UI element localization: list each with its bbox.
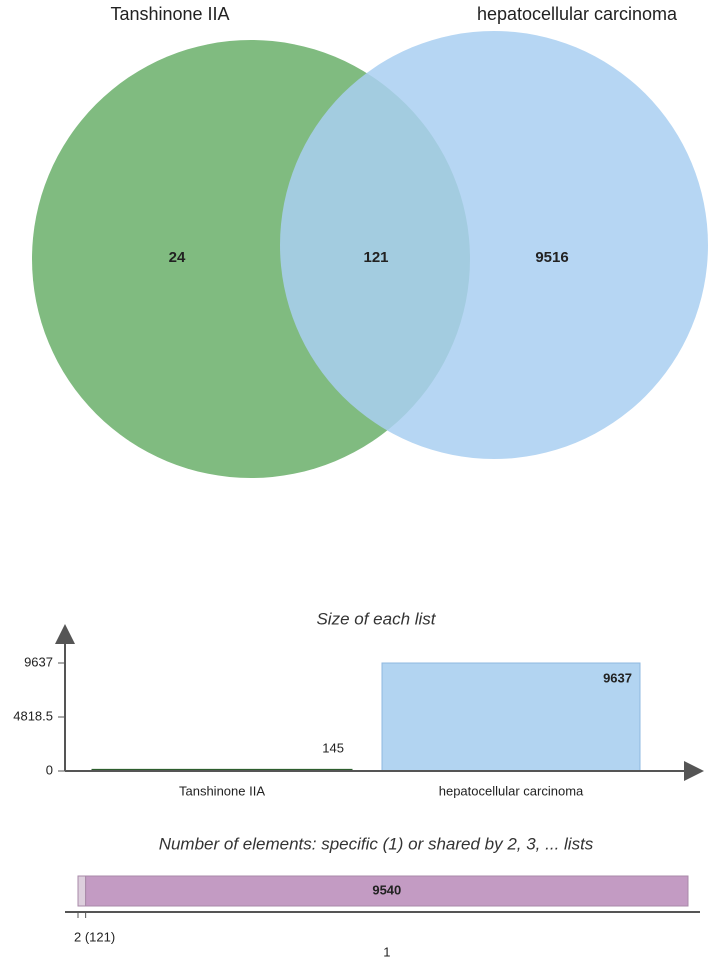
bar	[381, 662, 641, 772]
set-label: hepatocellular carcinoma	[477, 4, 678, 24]
x-tick-label: 1	[383, 944, 390, 959]
x-tick-label: hepatocellular carcinoma	[439, 783, 584, 798]
y-tick-label: 9637	[24, 654, 53, 669]
value-label: 9637	[603, 670, 632, 685]
segment	[77, 875, 87, 907]
value-label: 9540	[372, 882, 401, 897]
region-count: 121	[363, 249, 388, 266]
set-label: Tanshinone IIA	[110, 4, 229, 24]
x-tick-label: Tanshinone IIA	[179, 783, 265, 798]
chart-title: Size of each list	[316, 609, 436, 628]
y-tick-label: 0	[46, 762, 53, 777]
y-tick-label: 4818.5	[13, 708, 53, 723]
value-label: 145	[322, 740, 344, 755]
x-tick-label: 2 (121)	[74, 929, 115, 944]
venn-set	[280, 31, 708, 459]
region-count: 9516	[535, 249, 568, 266]
region-count: 24	[169, 249, 186, 266]
chart-title: Number of elements: specific (1) or shar…	[159, 834, 594, 853]
segment	[85, 875, 689, 907]
